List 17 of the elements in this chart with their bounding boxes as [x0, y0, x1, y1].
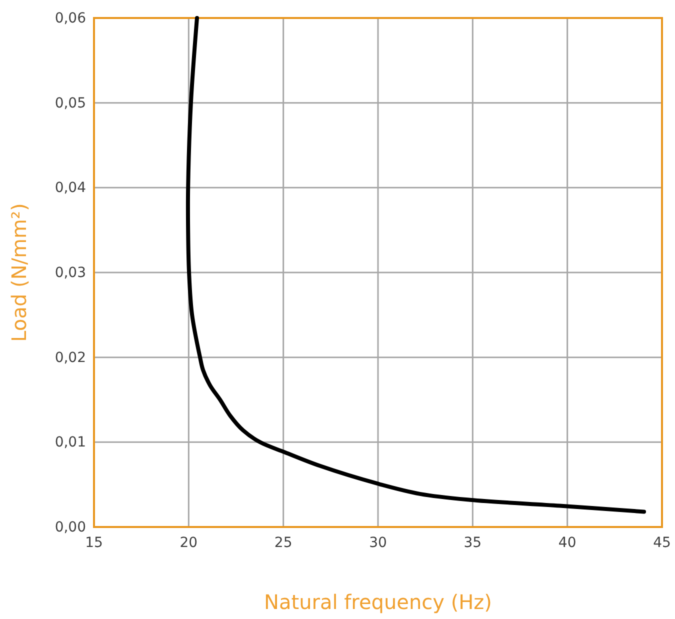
y-tick-label: 0,05: [54, 95, 86, 112]
x-tick-label: 30: [369, 534, 387, 551]
y-tick-label: 0,03: [54, 264, 86, 281]
x-tick-label: 25: [274, 534, 292, 551]
y-tick-label: 0,02: [54, 350, 86, 366]
y-tick-label: 0,06: [54, 10, 86, 26]
x-tick-label: 35: [464, 534, 482, 551]
x-axis-title: Natural frequency (Hz): [264, 590, 492, 614]
y-tick-label: 0,01: [54, 434, 86, 451]
y-tick-label: 0,00: [54, 519, 86, 536]
x-tick-label: 45: [653, 534, 671, 551]
y-axis-title: Load (N/mm²): [7, 203, 31, 342]
x-tick-label: 20: [180, 534, 198, 551]
line-series: [186, 16, 646, 514]
x-tick-label: 40: [558, 534, 576, 551]
x-tick-label: 15: [85, 534, 103, 551]
y-tick-label: 0,04: [54, 180, 86, 196]
